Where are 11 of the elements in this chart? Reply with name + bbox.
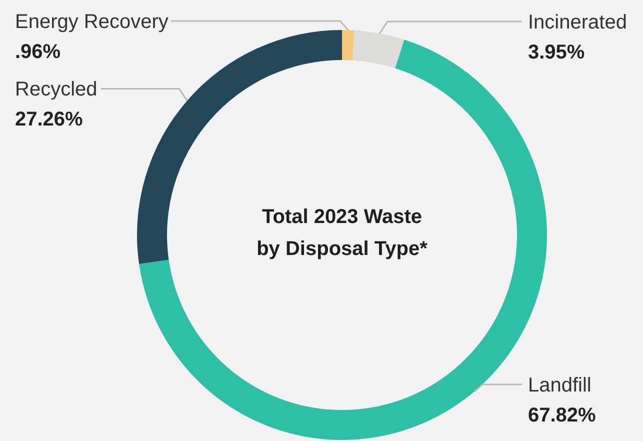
donut-slice — [342, 30, 354, 60]
slice-label: Energy Recovery — [15, 11, 168, 33]
data-label: 27.26% — [15, 108, 84, 131]
slice-label: Landfill — [528, 374, 592, 396]
data-label: 67.82% — [528, 404, 596, 426]
slice-label: Incinerated — [528, 11, 627, 34]
text: Total 2023 Waste by Disposal Type* — [256, 206, 428, 260]
data-label: .96% — [15, 41, 61, 63]
data-label: 3.95% — [528, 41, 585, 64]
slice-label: Recycled — [15, 78, 98, 101]
donut-slice — [352, 30, 404, 68]
